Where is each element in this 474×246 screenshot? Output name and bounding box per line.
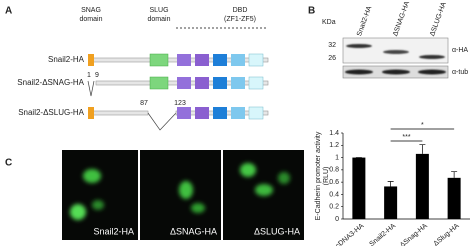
image-label: Snail2-HA [93,226,134,236]
construct-3 [88,106,269,131]
micrograph: ΔSLUG-HA [223,150,304,240]
bar [415,153,429,219]
image-label: ΔSNAG-HA [170,226,217,236]
lane-label: ΔSNAG-HA [392,0,411,37]
domain-label: (ZF1-ZF5) [224,16,256,23]
x-tick-label: pcDNA3-HA [332,222,366,246]
domain-label: SNAG [81,7,101,14]
band [383,50,409,54]
unit-label: KDa [322,19,336,26]
x-tick-label: Snail2-HA [368,222,397,246]
micrograph: Snail2-HA [62,150,138,240]
image-label: ΔSLUG-HA [254,226,300,236]
y-tick-label: 0.8 [329,167,339,174]
panel-a: A SNAG domain SLUG domain DBD (ZF1-ZF5) … [5,6,269,131]
marker-label: 26 [328,55,336,62]
x-tick-label: ΔSlug-HA [433,222,461,246]
error-bar [419,144,426,154]
antibody-label: α-HA [452,47,468,54]
y-tick-label: 0.2 [329,204,339,211]
band [382,69,410,75]
panel-label: A [5,6,12,17]
marker-label: 32 [328,42,336,49]
y-tick-label: 1.2 [329,142,339,149]
construct-name: Snail2-ΔSLUG-HA [18,108,84,117]
bar [384,186,398,219]
panel-b-blot: B KDa Snail2-HA ΔSNAG-HA ΔSLUG-HA 32 26 … [308,0,468,79]
bar-chart: E-Cadherin promoter activity (RLU) 0 0.2 0… [315,122,470,246]
construct-1 [88,53,269,67]
domain-label: SLUG [149,7,168,14]
domain-label: DBD [233,7,248,14]
residue-number: 1 [87,72,91,79]
y-axis-label: (RLU) [323,167,330,186]
significance-label: *** [402,134,410,141]
lane-label: ΔSLUG-HA [429,1,448,37]
residue-number: 123 [174,100,186,107]
bar [447,177,461,219]
y-tick-label: 1.4 [329,130,339,137]
band [419,55,445,59]
construct-2 [87,76,269,97]
y-tick-label: 0.4 [329,191,339,198]
significance-label: * [421,122,424,129]
y-axis-label: E-Cadherin promoter activity [315,131,322,220]
band [346,44,372,48]
error-bar [451,171,458,178]
y-tick-label: 1 [335,154,339,161]
domain-label: domain [148,16,171,23]
error-bar [387,181,394,187]
construct-name: Snail2-HA [48,55,85,64]
band [345,69,373,75]
residue-number: 9 [95,72,99,79]
x-tick-label: ΔSnag-HA [399,222,429,246]
y-tick-label: 0 [335,216,339,223]
panel-label: B [308,6,315,17]
band [418,69,446,75]
y-tick-label: 0.6 [329,179,339,186]
residue-number: 87 [140,100,148,107]
panel-label: C [5,158,12,169]
domain-label: domain [80,16,103,23]
micrograph: ΔSNAG-HA [140,150,221,240]
construct-name: Snail2-ΔSNAG-HA [17,78,84,87]
bar [352,157,366,219]
lane-label: Snail2-HA [356,5,373,37]
panel-c: C Snail2-HA ΔSNAG-HA ΔSLUG-HA [5,150,304,240]
antibody-label: α-tub [452,69,468,76]
